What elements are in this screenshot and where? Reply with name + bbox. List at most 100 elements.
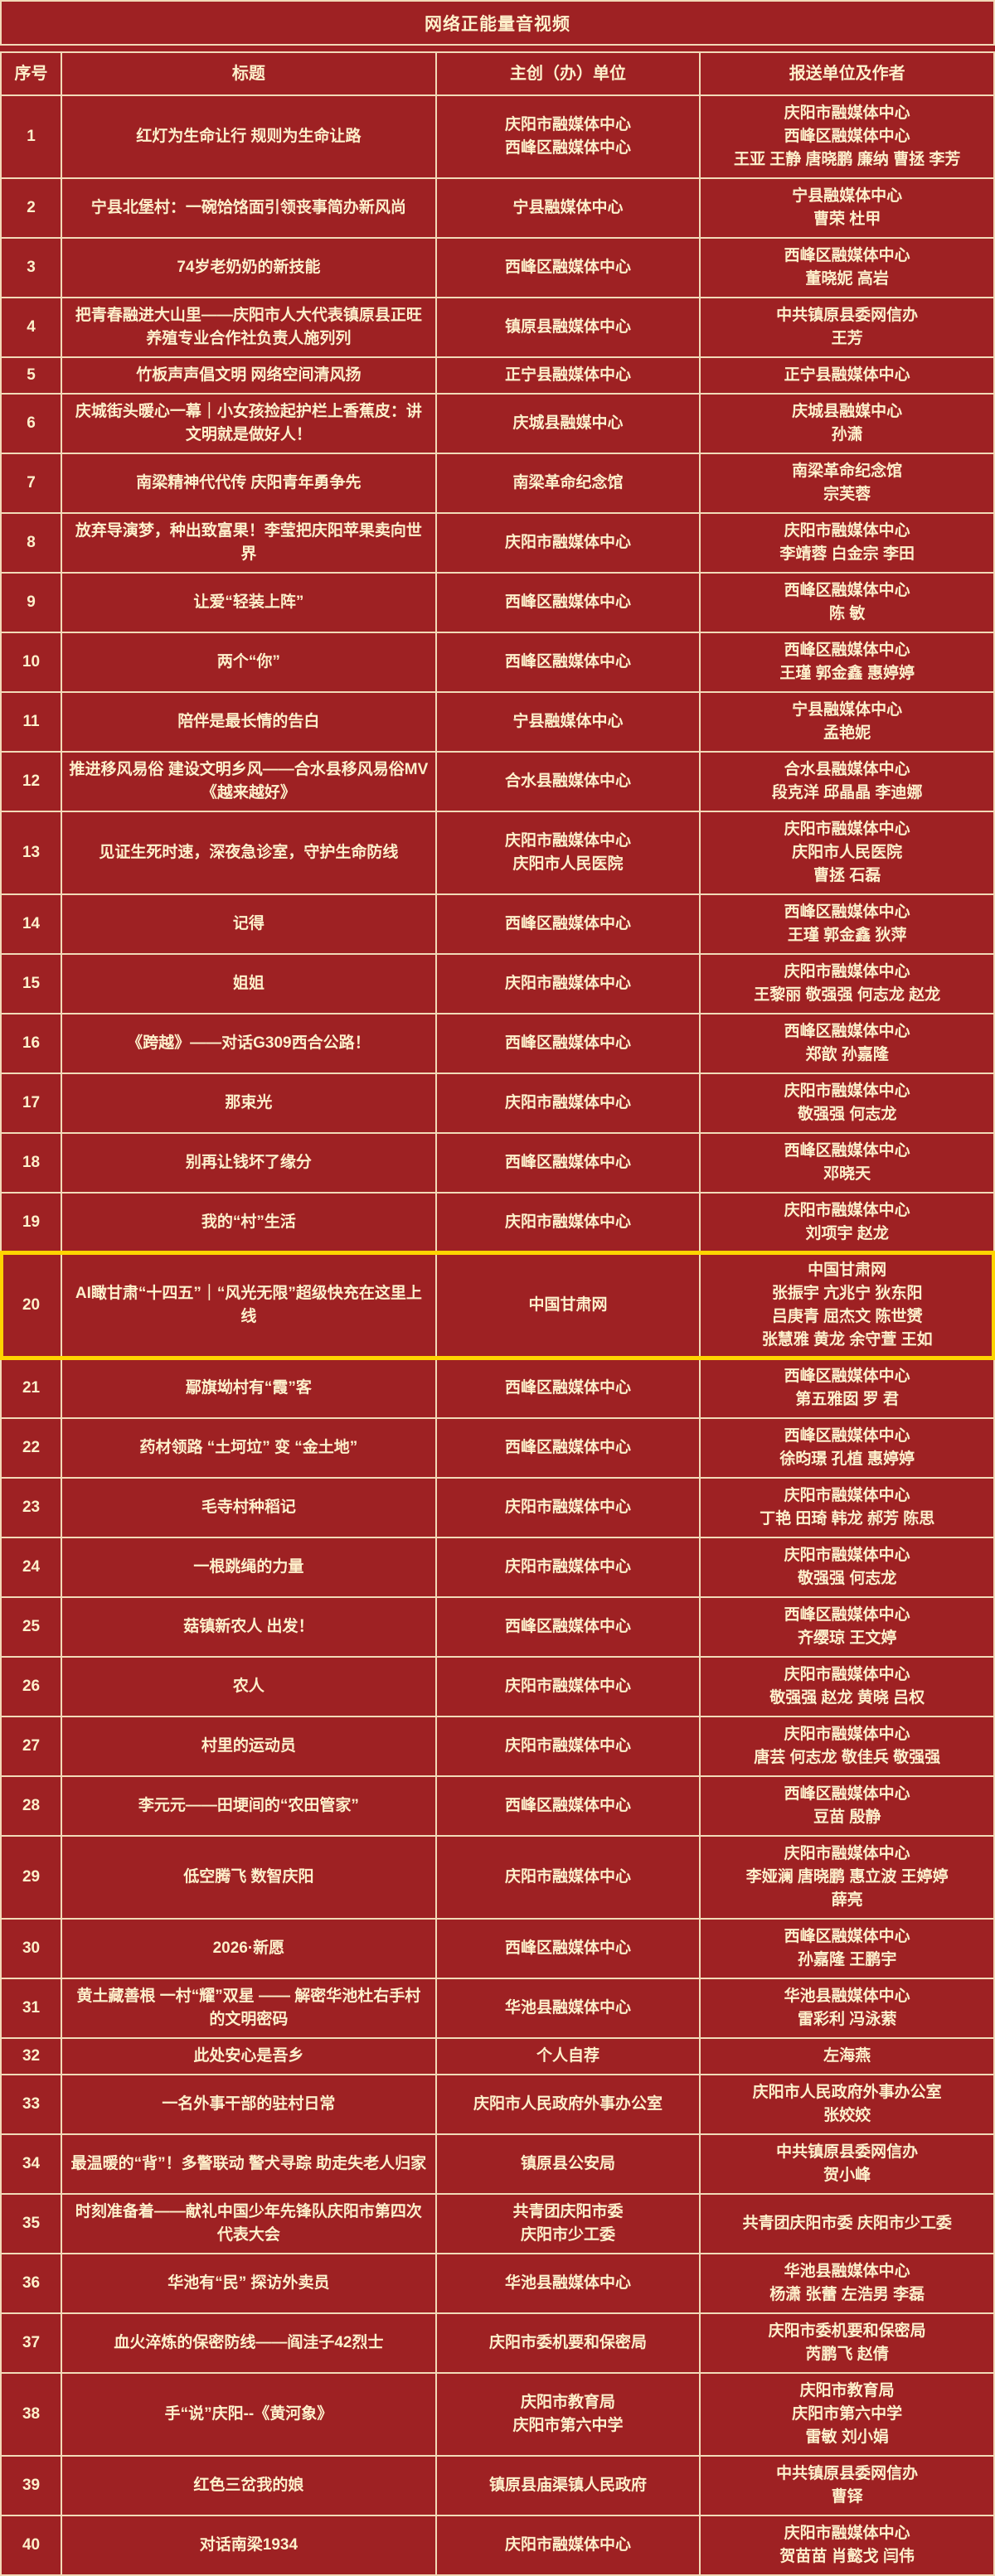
cell-unit-line: 南梁革命纪念馆 xyxy=(512,474,624,491)
cell-authors-line: 庆阳市融媒体中心 xyxy=(784,1487,910,1504)
cell-unit-line: 庆阳市融媒体中心 xyxy=(505,975,632,992)
cell-serial: 34 xyxy=(0,2133,63,2195)
cell-title: 农人 xyxy=(61,1656,437,1717)
cell-serial: 32 xyxy=(0,2037,63,2075)
cell-serial: 16 xyxy=(0,1013,63,1074)
cell-authors-line: 西峰区融媒体中心 xyxy=(784,247,910,264)
cell-authors-line: 庆阳市教育局 xyxy=(799,2382,895,2399)
cell-serial: 3 xyxy=(0,237,63,298)
cell-title: 两个“你” xyxy=(61,632,437,693)
cell-serial: 15 xyxy=(0,953,63,1014)
cell-authors-line: 郑歆 孙嘉隆 xyxy=(805,1046,889,1063)
cell-authors-line: 中共镇原县委网信办 xyxy=(776,307,919,324)
cell-serial: 17 xyxy=(0,1073,63,1134)
table-row: 18 别再让钱坏了缘分 西峰区融媒体中心 西峰区融媒体中心 邓晓天 xyxy=(0,1132,995,1194)
cell-unit-line: 庆阳市委机要和保密局 xyxy=(489,2334,648,2351)
table-row: 37 血火淬炼的保密防线——阎洼子42烈士 庆阳市委机要和保密局 庆阳市委机要和保密局… xyxy=(0,2312,995,2374)
table-row: 23 毛寺村种稻记 庆阳市融媒体中心 庆阳市融媒体中心 丁艳 田琦 韩龙 郝芳 陈思 xyxy=(0,1477,995,1538)
cell-authors-line: 庆阳市第六中学 xyxy=(792,2405,903,2423)
cell-authors: 中共镇原县委网信办 王芳 xyxy=(699,297,995,358)
cell-serial: 19 xyxy=(0,1192,63,1253)
cell-unit-line: 庆阳市融媒体中心 xyxy=(505,1558,632,1576)
cell-unit: 庆城县融媒中心 xyxy=(434,393,701,454)
cell-serial: 33 xyxy=(0,2074,63,2135)
cell-authors-line: 邓晓天 xyxy=(823,1165,871,1183)
cell-unit: 庆阳市人民政府外事办公室 xyxy=(434,2074,701,2135)
cell-authors-line: 西峰区融媒体中心 xyxy=(784,1142,910,1160)
cell-serial: 9 xyxy=(0,572,63,633)
cell-authors: 宁县融媒体中心 孟艳妮 xyxy=(699,691,995,753)
cell-authors-line: 西峰区融媒体中心 xyxy=(784,1427,910,1445)
cell-authors: 庆阳市教育局 庆阳市第六中学 雷敏 刘小娟 xyxy=(699,2372,995,2457)
cell-authors-line: 中国甘肃网 xyxy=(808,1261,887,1279)
cell-unit: 镇原县庙渠镇人民政府 xyxy=(434,2455,701,2516)
cell-serial: 21 xyxy=(0,1358,63,1419)
cell-authors: 庆阳市委机要和保密局 芮鹏飞 赵倩 xyxy=(699,2312,995,2374)
cell-unit-line: 庆阳市融媒体中心 xyxy=(505,1094,632,1111)
cell-unit-line: 庆阳市教育局 xyxy=(521,2394,616,2411)
cell-authors-line: 敬强强 何志龙 xyxy=(798,1106,897,1123)
cell-authors: 中国甘肃网 张振宇 亢兆宁 狄东阳 吕庚青 屈杰文 陈世赟 张慧雅 黄龙 余守萱 王如 xyxy=(699,1252,995,1359)
cell-authors-line: 张姣姣 xyxy=(823,2107,871,2124)
cell-unit: 西峰区融媒体中心 xyxy=(434,572,701,633)
cell-authors-line: 庆城县融媒中心 xyxy=(792,403,903,420)
cell-unit: 西峰区融媒体中心 xyxy=(434,1358,701,1419)
cell-authors: 庆阳市融媒体中心 敬强强 赵龙 黄晓 吕权 xyxy=(699,1656,995,1717)
cell-authors-line: 西峰区融媒体中心 xyxy=(784,1928,910,1945)
cell-title: 对话南梁1934 xyxy=(61,2515,437,2576)
cell-unit: 合水县融媒体中心 xyxy=(434,751,701,812)
cell-authors-line: 庆阳市融媒体中心 xyxy=(784,963,910,981)
cell-unit-line: 庆城县融媒中心 xyxy=(512,414,624,432)
cell-serial: 4 xyxy=(0,297,63,358)
cell-authors: 西峰区融媒体中心 第五雅囡 罗 君 xyxy=(699,1358,995,1419)
cell-title: 村里的运动员 xyxy=(61,1716,437,1777)
table-row: 32 此处安心是吾乡 个人自荐 左海燕 xyxy=(0,2037,995,2075)
cell-unit-line: 庆阳市融媒体中心 xyxy=(505,1868,632,1886)
table-row: 30 2026·新愿 西峰区融媒体中心 西峰区融媒体中心 孙嘉隆 王鹏宇 xyxy=(0,1918,995,1979)
cell-title: 此处安心是吾乡 xyxy=(61,2037,437,2075)
cell-authors: 西峰区融媒体中心 齐缨琼 王文婷 xyxy=(699,1596,995,1658)
cell-authors-line: 庆阳市融媒体中心 xyxy=(784,1726,910,1743)
cell-serial: 13 xyxy=(0,811,63,895)
cell-title: 华池有“民” 探访外卖员 xyxy=(61,2253,437,2314)
cell-authors-line: 陈 敏 xyxy=(829,605,866,622)
cell-serial: 31 xyxy=(0,1978,63,2039)
cell-authors: 华池县融媒体中心 杨潇 张蕾 左浩男 李磊 xyxy=(699,2253,995,2314)
table-row: 25 菇镇新农人 出发！ 西峰区融媒体中心 西峰区融媒体中心 齐缨琼 王文婷 xyxy=(0,1596,995,1658)
cell-unit-line: 庆阳市融媒体中心 xyxy=(505,534,632,551)
cell-title: 红灯为生命让行 规则为生命让路 xyxy=(61,94,437,179)
cell-serial: 6 xyxy=(0,393,63,454)
cell-title: 2026·新愿 xyxy=(61,1918,437,1979)
cell-authors-line: 庆阳市委机要和保密局 xyxy=(768,2322,926,2340)
table-row: 6 庆城街头暖心一幕｜小女孩捡起护栏上香蕉皮：讲文明就是做好人！ 庆城县融媒中心 庆城… xyxy=(0,393,995,454)
cell-serial: 8 xyxy=(0,512,63,574)
cell-unit: 庆阳市融媒体中心 xyxy=(434,512,701,574)
header-authors: 报送单位及作者 xyxy=(699,51,995,96)
cell-unit: 西峰区融媒体中心 xyxy=(434,237,701,298)
cell-unit: 庆阳市融媒体中心 xyxy=(434,1656,701,1717)
cell-serial: 30 xyxy=(0,1918,63,1979)
table-row: 4 把青春融进大山里——庆阳市人大代表镇原县正旺养殖专业合作社负责人施列列 镇原县融… xyxy=(0,297,995,358)
cell-serial: 39 xyxy=(0,2455,63,2516)
cell-authors-line: 庆阳市融媒体中心 xyxy=(784,1547,910,1564)
table-row: 2 宁县北堡村：一碗饸饹面引领丧事简办新风尚 宁县融媒体中心 宁县融媒体中心 曹荣 杜甲 xyxy=(0,177,995,239)
table-row: 11 陪伴是最长情的告白 宁县融媒体中心 宁县融媒体中心 孟艳妮 xyxy=(0,691,995,753)
cell-unit-line: 西峰区融媒体中心 xyxy=(505,259,632,276)
table-row: 36 华池有“民” 探访外卖员 华池县融媒体中心 华池县融媒体中心 杨潇 张蕾 左浩男 … xyxy=(0,2253,995,2314)
table-header: 序号 标题 主创（办）单位 报送单位及作者 xyxy=(0,51,995,96)
cell-authors-line: 共青团庆阳市委 庆阳市少工委 xyxy=(742,2215,952,2232)
cell-unit-line: 宁县融媒体中心 xyxy=(512,713,624,730)
cell-unit: 西峰区融媒体中心 xyxy=(434,1132,701,1194)
cell-unit: 华池县融媒体中心 xyxy=(434,1978,701,2039)
table-row: 3 74岁老奶奶的新技能 西峰区融媒体中心 西峰区融媒体中心 董晓妮 高岩 xyxy=(0,237,995,298)
cell-serial: 40 xyxy=(0,2515,63,2576)
table-row: 13 见证生死时速，深夜急诊室，守护生命防线 庆阳市融媒体中心 庆阳市人民医院 庆阳市融… xyxy=(0,811,995,895)
table-row: 9 让爱“轻装上阵” 西峰区融媒体中心 西峰区融媒体中心陈 敏 xyxy=(0,572,995,633)
cell-unit-line: 镇原县融媒体中心 xyxy=(505,318,632,336)
cell-unit: 西峰区融媒体中心 xyxy=(434,1775,701,1837)
cell-serial: 27 xyxy=(0,1716,63,1777)
cell-authors-line: 中共镇原县委网信办 xyxy=(776,2143,919,2161)
cell-title: 陪伴是最长情的告白 xyxy=(61,691,437,753)
table-row: 5 竹板声声倡文明 网络空间清风扬 正宁县融媒体中心 正宁县融媒体中心 xyxy=(0,356,995,395)
